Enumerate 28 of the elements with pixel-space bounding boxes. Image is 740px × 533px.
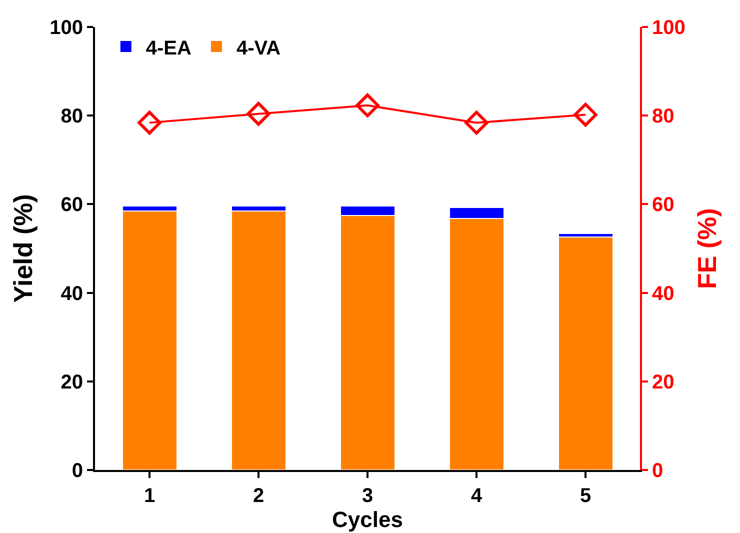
y-tick-label: 40: [60, 282, 83, 305]
point: [574, 102, 598, 127]
x-tick-label: 4: [470, 485, 483, 507]
y-tick-label: 80: [60, 106, 83, 128]
bar: [558, 236, 614, 470]
y-tick-label: 0: [72, 460, 83, 482]
legend-label: 4-VA: [236, 37, 281, 60]
y2-tick-label: 60: [652, 194, 674, 216]
y2-axis-title: FE (%): [692, 208, 722, 289]
point: [464, 110, 488, 135]
point: [246, 102, 270, 126]
y-axis-title: Yield (%): [8, 194, 38, 303]
x-tick-label: 5: [580, 485, 592, 507]
y2-tick-label: 40: [652, 282, 674, 305]
y2-tick-label: 80: [652, 106, 674, 128]
y-tick-label: 20: [60, 371, 83, 394]
y2-tick-label: 100: [652, 17, 686, 39]
point: [356, 94, 380, 118]
x-tick-label: 1: [144, 485, 156, 507]
y-tick-label: 100: [50, 17, 83, 39]
x-tick-label: 2: [252, 485, 264, 507]
x-axis-title: Cycles: [332, 507, 403, 532]
x-tick-label: 3: [362, 485, 374, 507]
y2-tick-label: 0: [652, 460, 664, 482]
point: [138, 110, 162, 135]
y2-tick-label: 20: [652, 371, 674, 394]
legend-label: 4-EA: [146, 37, 192, 60]
y-tick-label: 60: [60, 194, 83, 216]
